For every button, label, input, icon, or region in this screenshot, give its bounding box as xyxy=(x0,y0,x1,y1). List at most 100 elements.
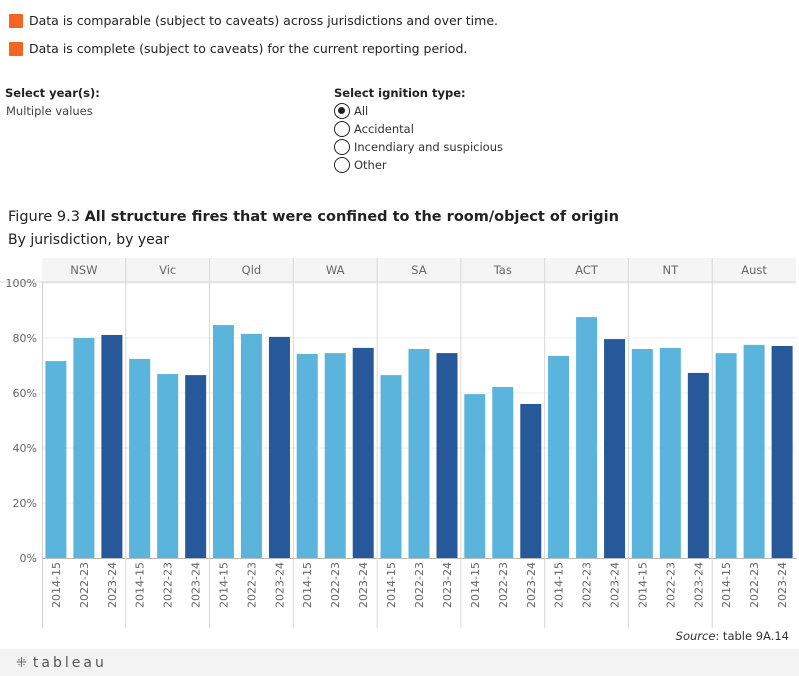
x-tick-label: 2022-23 xyxy=(413,562,426,608)
bar-wa-2014-15 xyxy=(296,353,318,558)
y-tick-label: 100% xyxy=(6,277,37,290)
category-header-nt: NT xyxy=(663,263,680,277)
x-tick-label: 2014-15 xyxy=(50,562,63,608)
x-tick-label: 2023-24 xyxy=(273,562,286,608)
radio-accidental[interactable]: Accidental xyxy=(334,121,414,137)
radio-incendiary-label: Incendiary and suspicious xyxy=(354,140,503,154)
source-text: : table 9A.14 xyxy=(715,629,789,643)
bar-sa-2023-24 xyxy=(436,353,458,558)
category-header-act: ACT xyxy=(575,263,599,277)
y-tick-label: 60% xyxy=(13,387,37,400)
bar-act-2014-15 xyxy=(548,355,570,558)
bar-nt-2023-24 xyxy=(687,372,709,558)
radio-empty-icon[interactable] xyxy=(334,139,350,155)
tableau-plus-icon: ⁜ xyxy=(16,655,27,671)
bar-tas-2023-24 xyxy=(520,404,542,558)
figure-title: Figure 9.3 All structure fires that were… xyxy=(8,209,619,225)
tableau-logo-text: tableau xyxy=(32,655,107,671)
figure-subtitle: By jurisdiction, by year xyxy=(8,232,170,248)
footer-bar xyxy=(0,649,799,676)
bar-nsw-2023-24 xyxy=(101,334,123,558)
x-tick-label: 2023-24 xyxy=(357,562,370,608)
category-header-wa: WA xyxy=(326,263,345,277)
x-tick-label: 2014-15 xyxy=(301,562,314,608)
category-header-sa: SA xyxy=(411,263,427,277)
bar-vic-2022-23 xyxy=(157,374,179,558)
bar-act-2023-24 xyxy=(604,339,626,558)
x-tick-label: 2014-15 xyxy=(385,562,398,608)
legend-comparable-text: Data is comparable (subject to caveats) … xyxy=(29,13,498,28)
x-tick-label: 2014-15 xyxy=(469,562,482,608)
bar-vic-2014-15 xyxy=(129,358,151,558)
radio-empty-icon[interactable] xyxy=(334,157,350,173)
bar-qld-2023-24 xyxy=(268,336,290,558)
radio-incendiary[interactable]: Incendiary and suspicious xyxy=(334,139,503,155)
figure-title-text: All structure fires that were confined t… xyxy=(84,209,619,225)
radio-empty-icon[interactable] xyxy=(334,121,350,137)
bar-aust-2022-23 xyxy=(743,344,765,558)
source-note: Source: table 9A.14 xyxy=(676,629,789,643)
category-header-aust: Aust xyxy=(741,263,767,277)
x-tick-label: 2022-23 xyxy=(245,562,258,608)
x-tick-label: 2022-23 xyxy=(329,562,342,608)
orange-square-icon xyxy=(9,13,23,28)
x-tick-label: 2022-23 xyxy=(581,562,594,608)
radio-selected-icon[interactable] xyxy=(334,103,350,119)
x-tick-label: 2023-24 xyxy=(441,562,454,608)
y-tick-label: 20% xyxy=(13,497,37,510)
year-filter-label: Select year(s): xyxy=(5,86,100,100)
bar-tas-2014-15 xyxy=(464,394,486,558)
tableau-logo[interactable]: ⁜ tableau xyxy=(16,655,107,671)
bar-nt-2014-15 xyxy=(631,349,653,558)
header-band xyxy=(42,258,796,282)
x-tick-label: 2023-24 xyxy=(692,562,705,608)
bar-chart: 0% 20% 40% 60% 80% 100% NSW 2014-15 2022-23 2023-… xyxy=(0,258,796,628)
bar-qld-2022-23 xyxy=(240,333,262,558)
y-tick-label: 0% xyxy=(20,552,37,565)
x-tick-label: 2023-24 xyxy=(776,562,789,608)
orange-square-icon xyxy=(9,41,23,56)
category-header-qld: Qld xyxy=(242,263,262,277)
category-header-tas: Tas xyxy=(493,263,512,277)
bar-wa-2023-24 xyxy=(352,347,374,558)
radio-other-label: Other xyxy=(354,158,387,172)
x-tick-label: 2014-15 xyxy=(720,562,733,608)
x-tick-label: 2022-23 xyxy=(162,562,175,608)
legend-comparable: Data is comparable (subject to caveats) … xyxy=(9,13,498,28)
x-tick-label: 2022-23 xyxy=(664,562,677,608)
x-tick-label: 2023-24 xyxy=(609,562,622,608)
ignition-filter-label: Select ignition type: xyxy=(334,86,466,100)
bar-act-2022-23 xyxy=(576,317,598,558)
bar-sa-2014-15 xyxy=(380,375,402,558)
x-tick-label: 2014-15 xyxy=(636,562,649,608)
bar-tas-2022-23 xyxy=(492,386,514,558)
radio-accidental-label: Accidental xyxy=(354,122,414,136)
bar-qld-2014-15 xyxy=(212,325,234,558)
radio-all[interactable]: All xyxy=(334,103,368,119)
x-tick-label: 2023-24 xyxy=(106,562,119,608)
bar-sa-2022-23 xyxy=(408,349,430,558)
y-tick-label: 80% xyxy=(13,332,37,345)
x-tick-label: 2014-15 xyxy=(134,562,147,608)
figure-number: Figure 9.3 xyxy=(8,209,85,225)
radio-other[interactable]: Other xyxy=(334,157,387,173)
year-filter-dropdown[interactable]: Multiple values xyxy=(6,104,93,118)
source-label: Source xyxy=(675,629,716,643)
category-header-vic: Vic xyxy=(159,263,176,277)
bar-nsw-2022-23 xyxy=(73,338,95,558)
x-tick-label: 2022-23 xyxy=(78,562,91,608)
bar-aust-2014-15 xyxy=(715,353,737,558)
x-tick-label: 2022-23 xyxy=(497,562,510,608)
bar-nsw-2014-15 xyxy=(45,361,67,558)
legend-complete: Data is complete (subject to caveats) fo… xyxy=(9,41,467,56)
legend-complete-text: Data is complete (subject to caveats) fo… xyxy=(29,41,468,56)
x-tick-label: 2023-24 xyxy=(190,562,203,608)
x-tick-label: 2014-15 xyxy=(217,562,230,608)
bar-nt-2022-23 xyxy=(659,347,681,558)
bar-wa-2022-23 xyxy=(324,353,346,558)
bar-vic-2023-24 xyxy=(185,375,207,558)
y-tick-label: 40% xyxy=(13,442,37,455)
bar-aust-2023-24 xyxy=(771,345,793,558)
radio-all-label: All xyxy=(354,104,369,118)
x-tick-label: 2014-15 xyxy=(553,562,566,608)
